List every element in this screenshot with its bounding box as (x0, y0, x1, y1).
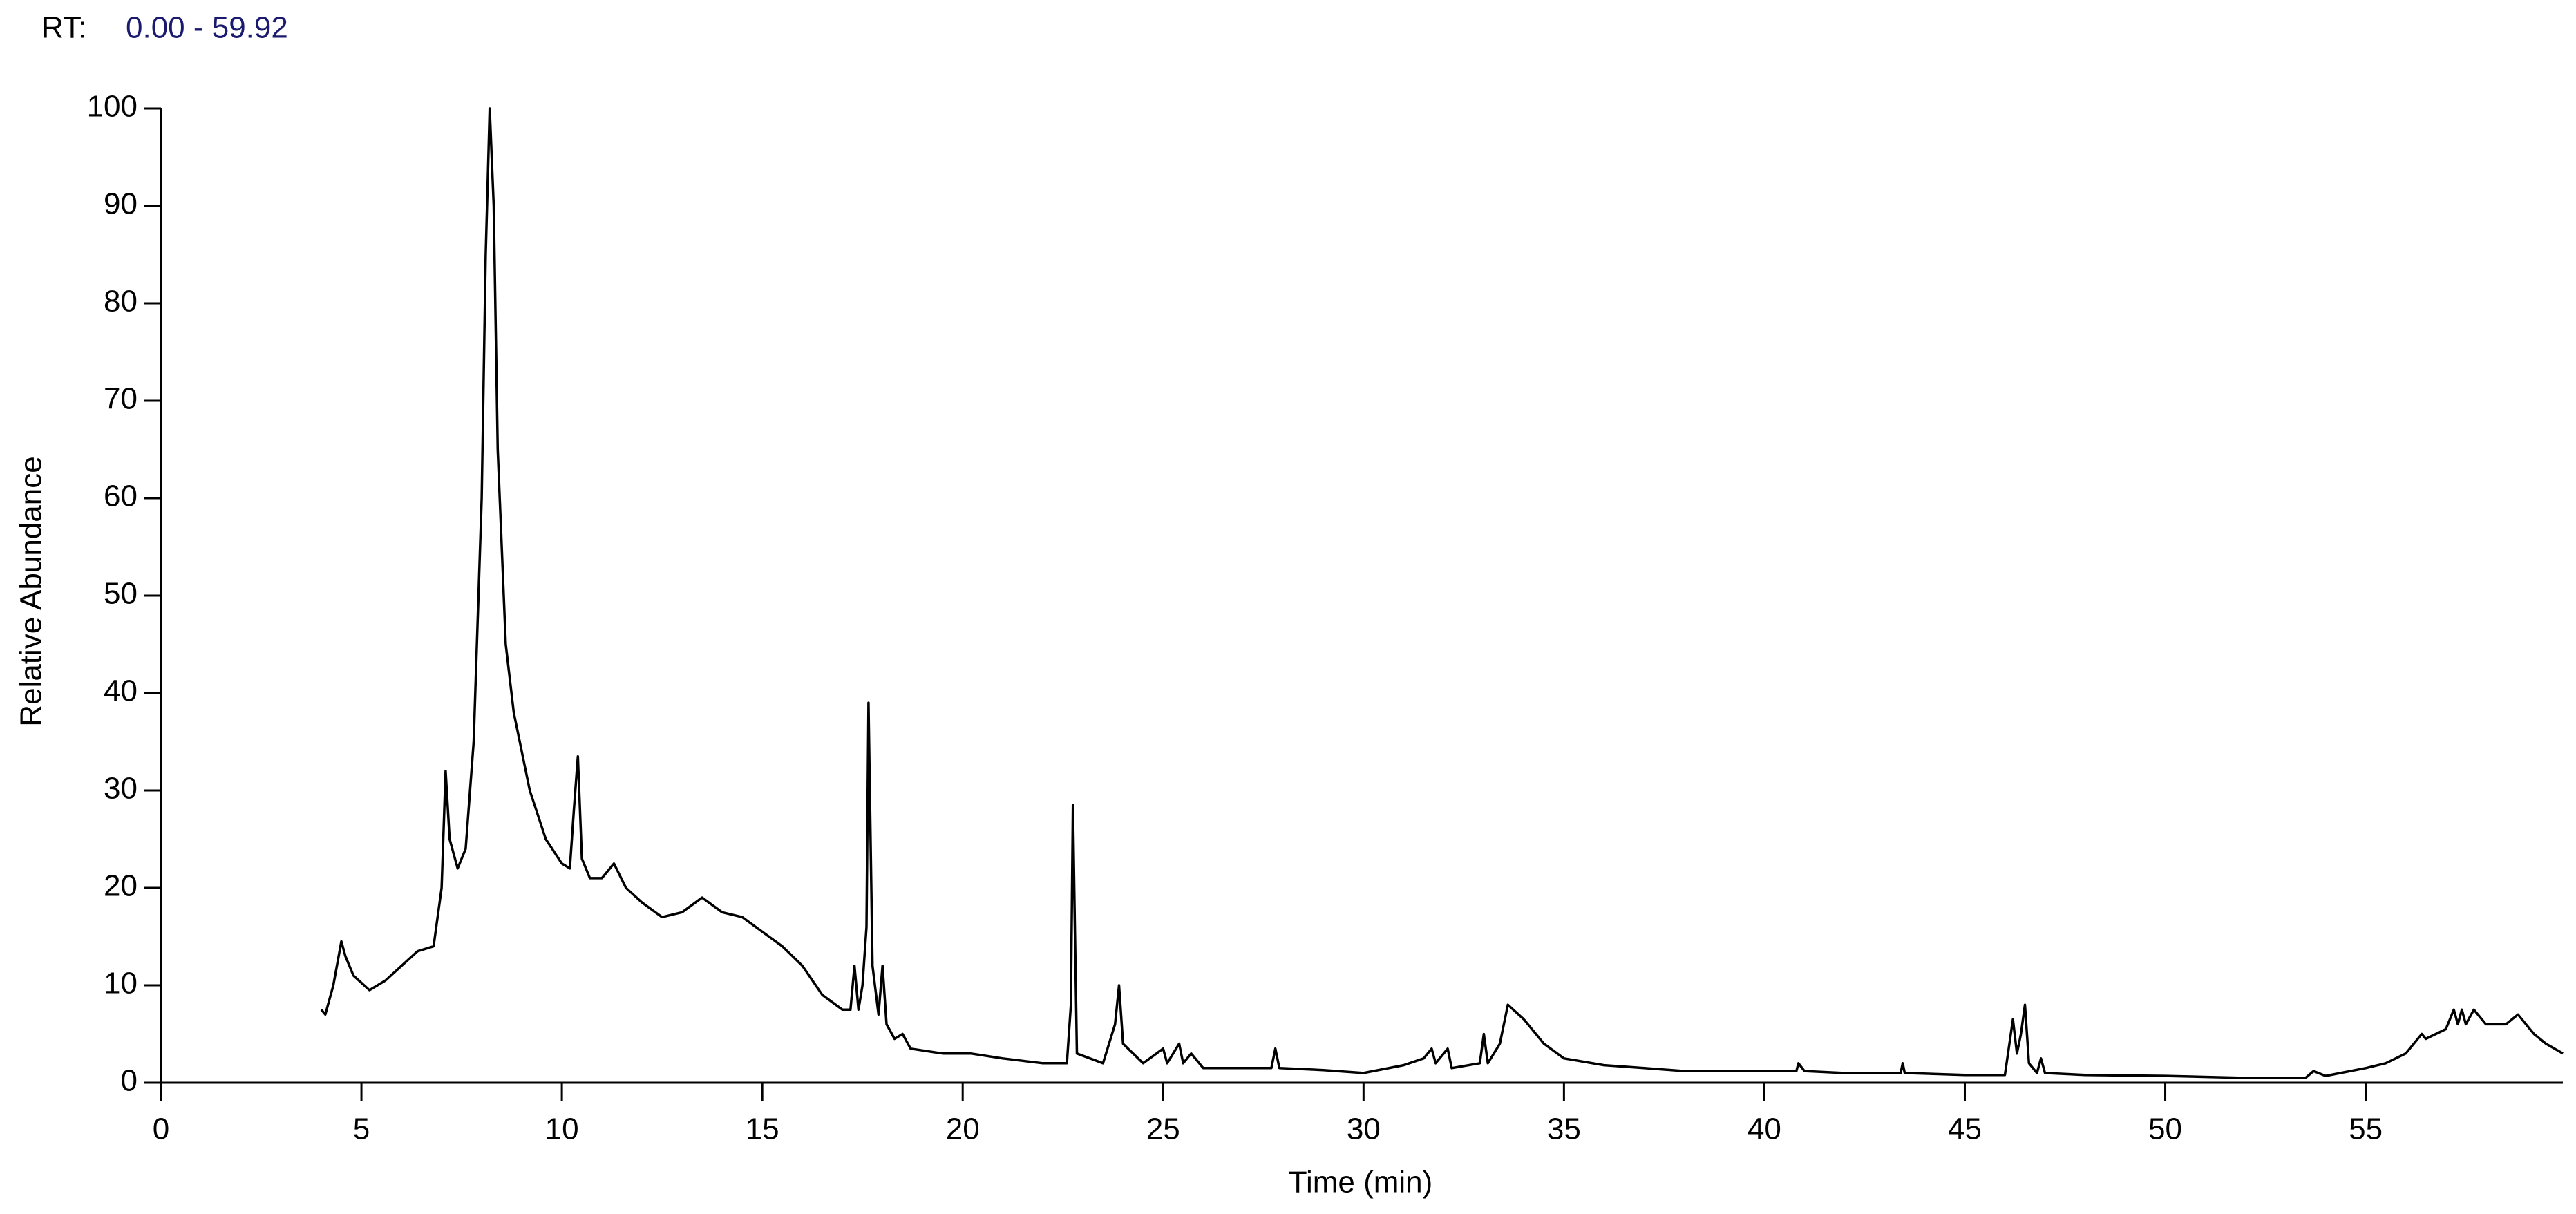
x-tick-label: 30 (1347, 1112, 1381, 1146)
x-tick-label: 10 (545, 1112, 579, 1146)
chromatogram-line (320, 107, 2564, 1079)
y-tick-label: 90 (104, 187, 138, 221)
y-axis-label: Relative Abundance (15, 456, 48, 726)
range-label: 0.00 - 59.92 (126, 11, 288, 45)
x-tick-label: 25 (1146, 1112, 1180, 1146)
x-tick-label: 50 (2148, 1112, 2182, 1146)
y-tick-label: 100 (87, 90, 138, 124)
x-tick-label: 5 (353, 1112, 370, 1146)
x-tick-label: 20 (946, 1112, 980, 1146)
x-tick-label: 35 (1547, 1112, 1581, 1146)
x-tick-label: 55 (2349, 1112, 2383, 1146)
y-tick-label: 70 (104, 382, 138, 416)
x-tick-label: 15 (746, 1112, 779, 1146)
y-tick-label: 50 (104, 577, 138, 611)
y-tick-label: 40 (104, 674, 138, 708)
y-tick-label: 20 (104, 869, 138, 903)
y-tick-label: 0 (121, 1064, 138, 1098)
x-tick-label: 0 (153, 1112, 169, 1146)
chart-title: RT: (41, 11, 86, 45)
y-tick-label: 60 (104, 480, 138, 513)
x-tick-label: 40 (1748, 1112, 1781, 1146)
y-tick-label: 30 (104, 772, 138, 806)
y-tick-label: 80 (104, 285, 138, 319)
y-tick-label: 10 (104, 967, 138, 1000)
x-axis-label: Time (min) (1289, 1166, 1433, 1199)
x-tick-label: 45 (1948, 1112, 1982, 1146)
